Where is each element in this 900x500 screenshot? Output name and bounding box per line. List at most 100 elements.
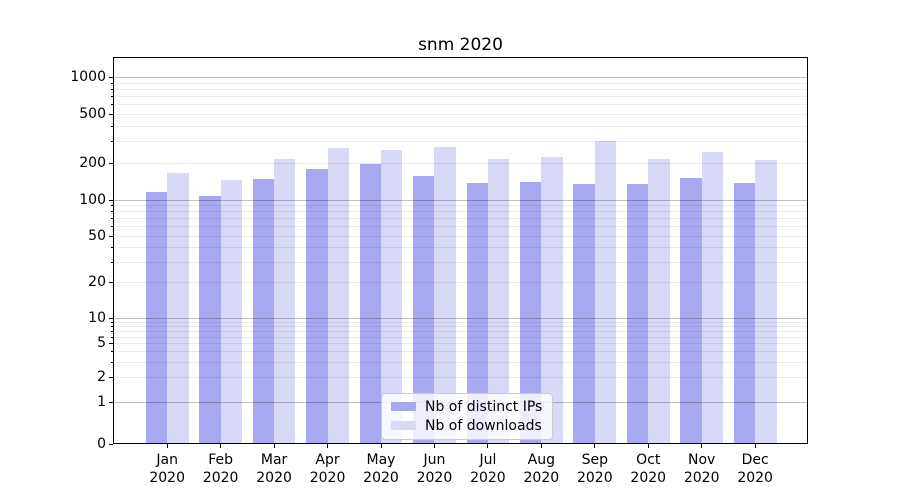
x-tick-mark (166, 444, 168, 448)
y-minor-tick-mark (111, 235, 113, 237)
bar-distinct-ips (466, 183, 488, 444)
y-tick-label: 2 (97, 368, 106, 385)
bar-downloads (594, 140, 617, 444)
x-tick-mark (327, 444, 329, 448)
bar-downloads (167, 172, 189, 444)
bar-downloads (327, 148, 349, 444)
y-minor-tick-mark (111, 82, 113, 84)
bar-downloads (487, 158, 510, 444)
gridline-minor (113, 376, 808, 378)
gridline-major (113, 77, 808, 78)
x-tick-mark (540, 444, 542, 448)
bar-downloads (541, 157, 563, 444)
x-tick-label: May 2020 (363, 452, 399, 486)
y-tick-mark (109, 444, 113, 445)
x-tick-label: Sep 2020 (576, 452, 613, 486)
y-minor-tick-mark (111, 205, 113, 207)
bar-distinct-ips (519, 181, 542, 444)
x-tick-label: Apr 2020 (309, 452, 346, 486)
chart-title: snm 2020 (418, 35, 503, 55)
plot-area (113, 57, 808, 444)
legend: Nb of distinct IPs Nb of downloads (381, 393, 554, 440)
y-minor-tick-mark (111, 218, 113, 220)
y-minor-tick-mark (111, 343, 113, 345)
legend-swatch-distinct-ips (391, 402, 416, 411)
y-minor-tick-mark (111, 336, 113, 338)
y-minor-tick-mark (111, 211, 113, 213)
gridline-minor (113, 261, 808, 263)
y-minor-tick-mark (111, 282, 113, 284)
gridline-minor (113, 104, 808, 106)
bar-distinct-ips (680, 177, 702, 444)
bar-downloads (220, 180, 243, 444)
gridline-major (113, 200, 808, 201)
y-tick-label: 500 (79, 106, 106, 123)
y-minor-tick-mark (111, 104, 113, 106)
y-minor-tick-mark (111, 162, 113, 164)
gridline-minor (113, 326, 808, 328)
y-tick-label: 1 (97, 394, 106, 410)
bar-downloads (381, 149, 403, 444)
y-minor-tick-mark (111, 361, 113, 363)
y-minor-tick-mark (111, 351, 113, 353)
x-tick-label: Jul 2020 (470, 452, 506, 486)
gridline-minor (113, 218, 808, 220)
gridline-minor (113, 141, 808, 143)
gridline-major (113, 318, 808, 319)
gridline-minor (113, 351, 808, 353)
legend-label: Nb of downloads (425, 417, 542, 434)
x-tick-mark (701, 444, 703, 448)
bar-distinct-ips (413, 175, 435, 444)
x-tick-mark (433, 444, 435, 448)
legend-label: Nb of distinct IPs (425, 398, 543, 415)
y-minor-tick-mark (111, 125, 113, 127)
y-tick-label: 5 (97, 335, 106, 352)
y-minor-tick-mark (111, 261, 113, 263)
y-tick-mark (109, 77, 113, 78)
gridline-minor (113, 82, 808, 84)
gridline-minor (113, 205, 808, 207)
gridline-minor (113, 235, 808, 237)
bar-distinct-ips (626, 183, 649, 444)
x-tick-label: Feb 2020 (202, 452, 239, 486)
gridline-minor (113, 125, 808, 127)
legend-item: Nb of distinct IPs (391, 397, 542, 416)
bar-distinct-ips (733, 183, 756, 444)
y-minor-tick-mark (111, 96, 113, 98)
bar-downloads (648, 159, 670, 444)
gridline-minor (113, 88, 808, 90)
x-tick-label: Jan 2020 (149, 452, 185, 486)
gridline-minor (113, 226, 808, 228)
gridline-minor (113, 96, 808, 98)
x-tick-label: Jun 2020 (416, 452, 453, 486)
y-tick-label: 20 (88, 274, 106, 291)
bar-distinct-ips (145, 192, 168, 444)
y-tick-label: 100 (79, 192, 106, 208)
bar-distinct-ips (199, 195, 221, 444)
legend-item: Nb of downloads (391, 416, 542, 435)
gridline-minor (113, 331, 808, 332)
gridline-minor (113, 343, 808, 345)
gridline-minor (113, 211, 808, 213)
y-tick-label: 50 (88, 227, 106, 244)
x-tick-label: Nov 2020 (683, 452, 720, 486)
x-tick-label: Oct 2020 (630, 452, 667, 486)
y-tick-mark (109, 402, 113, 403)
y-minor-tick-mark (111, 331, 113, 332)
gridline-minor (113, 321, 808, 323)
y-tick-label: 10 (88, 310, 106, 326)
x-tick-mark (487, 444, 489, 448)
x-tick-label: Dec 2020 (737, 452, 773, 486)
gridline-minor (113, 246, 808, 248)
x-tick-mark (273, 444, 275, 448)
y-minor-tick-mark (111, 326, 113, 328)
y-tick-mark (109, 200, 113, 201)
bar-distinct-ips (252, 179, 275, 444)
y-minor-tick-mark (111, 376, 113, 378)
bar-downloads (755, 160, 777, 444)
bar-distinct-ips (573, 184, 595, 444)
gridline-minor (113, 114, 808, 116)
bar-distinct-ips (359, 164, 381, 444)
